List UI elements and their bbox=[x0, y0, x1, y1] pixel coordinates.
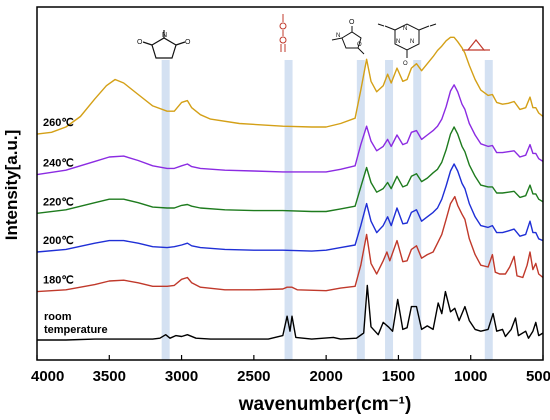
series-label-1-line2: temperature bbox=[44, 324, 108, 336]
x-axis-title: wavenumber(cm⁻¹) bbox=[238, 394, 412, 415]
x-tick-label: 500 bbox=[526, 368, 550, 385]
series-label-3: 200℃ bbox=[43, 235, 74, 247]
series-label-5: 240℃ bbox=[43, 158, 74, 170]
x-tick-label: 3500 bbox=[93, 368, 126, 385]
highlight-band-1 bbox=[161, 60, 170, 360]
highlight-band-2 bbox=[284, 60, 293, 360]
highlight-bands bbox=[161, 60, 493, 360]
x-tick-label: 2000 bbox=[309, 368, 342, 385]
x-tick-label: 1000 bbox=[454, 368, 487, 385]
triazine-structure-icon: N N N O bbox=[377, 23, 437, 67]
series-label-1: room bbox=[44, 311, 72, 323]
chemical-structures: N O O O N O bbox=[137, 14, 490, 67]
series-label-4: 220℃ bbox=[43, 196, 74, 208]
series-line-4 bbox=[36, 126, 544, 214]
svg-text:O: O bbox=[403, 61, 408, 67]
cyanate-structure-icon bbox=[279, 14, 287, 52]
x-tick-label: 3000 bbox=[165, 368, 198, 385]
highlight-band-6 bbox=[484, 60, 493, 360]
svg-text:N: N bbox=[410, 39, 414, 45]
svg-text:O: O bbox=[137, 39, 143, 46]
oxazolidinone-structure-icon: O N O bbox=[331, 19, 365, 55]
highlight-band-4 bbox=[385, 60, 394, 360]
series-line-6 bbox=[36, 36, 544, 135]
series-label-6: 260℃ bbox=[43, 117, 74, 129]
x-tick-label: 4000 bbox=[31, 368, 64, 385]
highlight-band-3 bbox=[356, 60, 365, 360]
series-line-5 bbox=[36, 84, 544, 176]
x-tick-label: 1500 bbox=[382, 368, 415, 385]
epoxide-structure-icon bbox=[462, 39, 490, 51]
svg-text:O: O bbox=[357, 42, 362, 48]
y-axis-title: Intensity[a.u.] bbox=[2, 130, 21, 241]
plot-frame bbox=[36, 6, 544, 361]
spectra-curves bbox=[36, 36, 544, 341]
svg-text:O: O bbox=[349, 19, 355, 26]
svg-text:N: N bbox=[396, 39, 400, 45]
svg-text:N: N bbox=[403, 26, 407, 32]
series-label-2: 180℃ bbox=[43, 275, 74, 287]
x-tick-label: 2500 bbox=[237, 368, 270, 385]
svg-text:N: N bbox=[162, 32, 167, 39]
maleimide-structure-icon: N O O bbox=[137, 30, 191, 59]
svg-text:N: N bbox=[336, 33, 340, 39]
series-line-2 bbox=[36, 195, 544, 293]
series-line-1 bbox=[37, 284, 544, 341]
x-axis-ticks: 4000 3500 3000 2500 2000 1500 1000 500 bbox=[31, 355, 550, 385]
svg-text:O: O bbox=[185, 39, 191, 46]
series-line-3 bbox=[36, 163, 544, 253]
